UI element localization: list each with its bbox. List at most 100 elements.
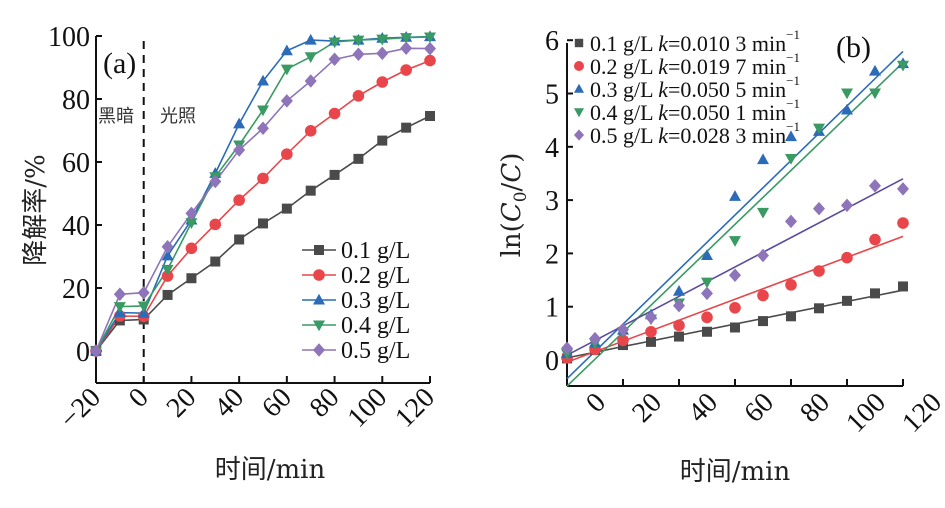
panel-b-x-tick-label: 40 [682, 387, 724, 429]
data-point [353, 153, 364, 164]
data-point [785, 130, 797, 142]
legend-label: 0.3 g/L [341, 288, 410, 314]
data-point [352, 35, 365, 47]
panel-a-y-tick-label: 100 [48, 22, 90, 53]
data-point [841, 251, 853, 264]
legend-unit-superscript: −1 [786, 96, 800, 111]
panel-b-series [561, 50, 909, 387]
data-point [898, 281, 908, 292]
data-point [328, 107, 341, 120]
data-point [257, 74, 269, 86]
data-point [617, 334, 629, 347]
data-point [352, 90, 365, 102]
data-point [842, 295, 852, 306]
y-title-slash: / [497, 182, 527, 191]
panel-a-y-tick-label: 80 [62, 85, 90, 116]
data-point [674, 331, 684, 342]
legend-label: 0.1 g/L [341, 238, 410, 264]
legend-k-symbol: k [658, 77, 669, 102]
legend-label: 0.2 g/L k=0.019 7 min−1 [590, 50, 800, 79]
data-point [113, 302, 126, 313]
data-point [758, 316, 768, 327]
legend-marker [573, 129, 585, 141]
panel-b-y-tick-label: 3 [545, 186, 559, 217]
data-point [304, 52, 317, 64]
legend-marker [313, 320, 325, 332]
data-point [729, 301, 741, 314]
data-point [162, 289, 173, 300]
legend-label: 0.4 g/L [341, 313, 410, 339]
data-point [257, 105, 269, 117]
panel-b-y-axis-title: ln(C0/C) [497, 153, 531, 258]
data-point [401, 122, 412, 133]
data-point [841, 88, 853, 100]
panel-b-label: (b) [836, 31, 871, 64]
data-point [280, 64, 293, 76]
data-point [377, 135, 388, 146]
data-point [185, 218, 198, 230]
data-point [701, 311, 713, 324]
panel-a-x-tick-label: −20 [54, 382, 107, 435]
data-point [137, 285, 150, 300]
legend-unit-superscript: −1 [786, 119, 800, 134]
legend-concentration: 0.3 g/L [590, 77, 658, 102]
legend-marker [313, 293, 325, 305]
data-point [161, 249, 174, 261]
legend-marker [313, 343, 325, 357]
data-point [185, 206, 198, 221]
legend-unit-superscript: −1 [786, 27, 800, 42]
data-point [673, 298, 685, 313]
data-point [376, 46, 389, 61]
data-point [897, 182, 909, 196]
y-title-c0: C [497, 202, 527, 222]
legend-k-value: =0.010 3 min [668, 31, 786, 56]
panel-b-y-tick-label: 6 [545, 26, 559, 57]
data-point [186, 273, 197, 284]
data-point [304, 74, 317, 88]
data-point [813, 265, 825, 277]
data-point [757, 153, 769, 165]
data-point [869, 64, 881, 76]
panel-b-x-tick-label: 0 [580, 387, 612, 419]
data-point [701, 286, 713, 301]
legend-k-value: =0.050 5 min [668, 77, 786, 102]
panel-a-x-tick-label: 60 [256, 382, 298, 424]
panel-b-y-tick-label: 4 [545, 133, 559, 164]
data-point [161, 264, 174, 276]
data-point [352, 47, 365, 62]
data-point [281, 203, 292, 214]
panel-a-x-tick-label: 120 [389, 382, 441, 434]
data-point [424, 41, 436, 56]
data-point [281, 148, 293, 160]
panel-b-legend: 0.1 g/L k=0.010 3 min−10.2 g/L k=0.019 7… [573, 27, 800, 148]
data-point [589, 331, 601, 346]
data-point [673, 284, 685, 296]
legend-concentration: 0.2 g/L [590, 54, 658, 79]
data-point [280, 94, 293, 108]
legend-marker [314, 245, 324, 255]
data-point [785, 279, 797, 291]
data-point [785, 214, 797, 229]
data-point [813, 201, 825, 216]
data-point [400, 41, 413, 56]
data-point [729, 268, 741, 283]
data-point [785, 154, 797, 165]
panel-b-x-tick-label: 60 [738, 387, 780, 429]
legend-marker [573, 108, 585, 118]
panel-a-legend: 0.1 g/L0.2 g/L0.3 g/L0.4 g/L0.5 g/L [302, 238, 410, 364]
data-point [304, 33, 317, 45]
data-point [897, 60, 909, 72]
panel-b-y-tick-label: 0 [545, 346, 559, 377]
data-point [617, 322, 629, 337]
data-point [305, 185, 316, 196]
panel-b-x-tick-label: 20 [626, 387, 668, 429]
data-point [280, 44, 293, 56]
legend-unit-superscript: −1 [786, 73, 800, 88]
legend-marker [574, 38, 584, 48]
data-point [210, 256, 221, 267]
panel-a-y-axis-title: 降解率/% [21, 154, 51, 265]
data-point [757, 248, 769, 263]
legend-marker [573, 83, 585, 93]
legend-k-value: =0.050 1 min [668, 100, 786, 125]
